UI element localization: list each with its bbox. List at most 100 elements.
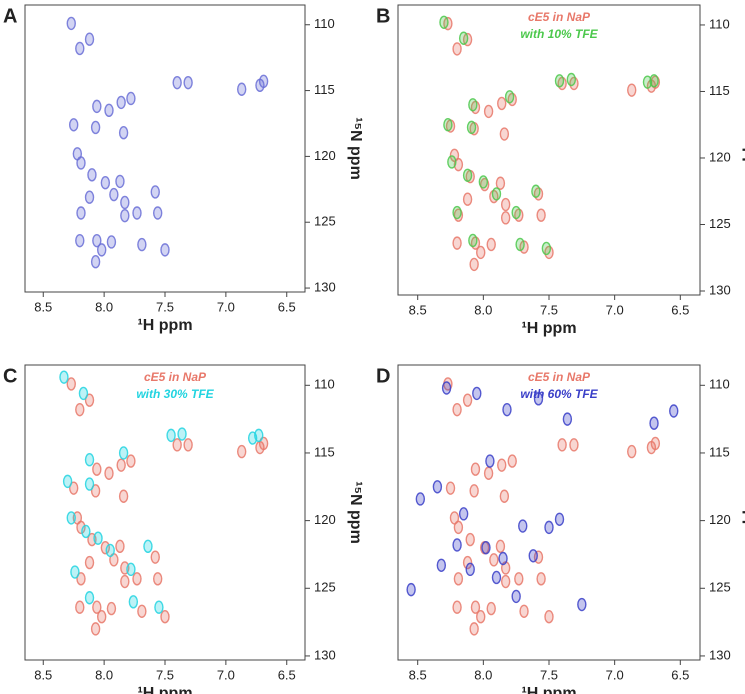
peak: [78, 386, 89, 401]
peak: [476, 245, 486, 260]
peak: [669, 404, 679, 418]
peak-series: [406, 381, 679, 612]
y-tick-label: 130: [709, 282, 731, 297]
panel-letter: B: [376, 5, 390, 27]
peak: [106, 235, 117, 249]
y-tick-label: 115: [709, 83, 730, 98]
peak: [486, 237, 496, 252]
peak: [569, 438, 579, 452]
peak: [478, 175, 489, 189]
peak: [75, 41, 85, 56]
peak: [166, 428, 176, 443]
peak: [491, 187, 502, 201]
peak: [84, 591, 95, 605]
x-axis-title: ¹H ppm: [521, 320, 576, 337]
x-tick-label: 7.0: [217, 299, 235, 314]
peak: [59, 370, 69, 384]
peak-series: [443, 377, 661, 636]
x-tick-label: 6.5: [671, 667, 689, 682]
peak: [566, 72, 577, 87]
peak: [126, 562, 136, 577]
peak: [514, 572, 524, 586]
y-tick-label: 110: [709, 377, 730, 392]
peak: [81, 524, 91, 539]
peak: [150, 185, 160, 199]
peak: [447, 155, 457, 169]
peak: [118, 126, 129, 140]
peak: [458, 507, 469, 521]
x-tick-label: 8.5: [409, 667, 427, 682]
peak: [458, 31, 469, 45]
y-tick-label: 120: [314, 148, 336, 163]
y-tick-label: 115: [314, 444, 335, 459]
spectrum-panel: 8.5 8.0 7.5 7.0 6.5 110 115 120 125 130 ¹H ppm ¹⁵N …: [3, 364, 364, 694]
peak: [84, 477, 95, 491]
peak: [577, 597, 587, 612]
peak: [183, 438, 193, 452]
peak: [177, 427, 187, 441]
panel-letter: C: [3, 365, 17, 387]
peak: [469, 257, 479, 272]
peak: [502, 402, 512, 417]
y-tick-label: 125: [314, 214, 336, 229]
peak: [462, 555, 473, 570]
peak: [92, 99, 102, 114]
y-tick-label: 120: [314, 512, 336, 527]
peak: [465, 562, 475, 577]
peak: [469, 484, 479, 498]
x-tick-label: 6.5: [278, 667, 296, 682]
peak: [453, 572, 464, 586]
peak: [154, 600, 164, 614]
peak: [66, 511, 76, 525]
y-tick-label: 125: [314, 580, 336, 595]
y-axis-title: ¹⁵N ppm: [742, 119, 745, 182]
legend-entry: with 30% TFE: [136, 387, 214, 401]
peak: [150, 550, 160, 564]
peak: [649, 416, 659, 430]
peak: [518, 519, 528, 533]
peak: [76, 520, 86, 535]
peak: [109, 187, 119, 202]
legend-entry: cE5 in NaP: [528, 10, 591, 24]
peak: [160, 243, 170, 257]
x-tick-label: 7.0: [217, 667, 235, 682]
y-tick-label: 130: [709, 647, 731, 662]
peak: [485, 454, 495, 468]
peak: [172, 75, 182, 90]
peak: [87, 168, 97, 182]
peak: [84, 190, 95, 204]
peak: [533, 392, 544, 406]
peak: [93, 531, 103, 545]
x-tick-label: 6.5: [278, 299, 296, 314]
y-axis-title: ¹⁵N ppm: [742, 481, 745, 544]
peak: [90, 255, 101, 269]
peak: [126, 454, 136, 468]
peak: [453, 520, 464, 535]
x-tick-label: 8.5: [34, 299, 52, 314]
peak: [466, 120, 477, 135]
peak: [469, 622, 479, 636]
peak: [100, 540, 111, 555]
peak: [152, 206, 163, 220]
peak: [106, 601, 117, 616]
y-axis-title: ¹⁵N ppm: [347, 481, 364, 544]
peak: [436, 558, 447, 572]
legend-entry: with 10% TFE: [520, 27, 598, 41]
peak: [76, 206, 86, 220]
peak: [90, 120, 101, 135]
peak: [504, 90, 515, 104]
peak: [172, 438, 182, 452]
peak: [183, 75, 193, 90]
peak: [528, 549, 538, 563]
peak: [258, 74, 269, 89]
peak: [84, 453, 95, 467]
peak: [531, 184, 541, 198]
peak: [236, 82, 247, 96]
peak: [497, 96, 507, 111]
peak: [441, 381, 452, 395]
x-axis-title: ¹H ppm: [137, 317, 192, 334]
peak: [160, 609, 170, 624]
peak: [627, 444, 637, 459]
peak: [519, 604, 529, 618]
x-tick-label: 7.0: [606, 302, 624, 317]
